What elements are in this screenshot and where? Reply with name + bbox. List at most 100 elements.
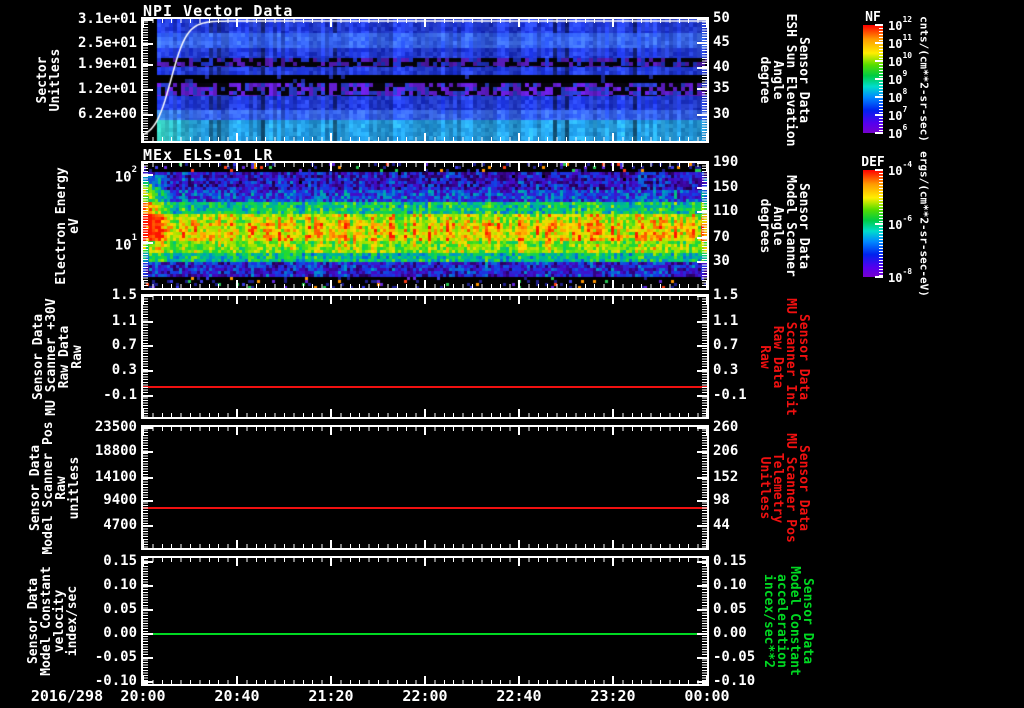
x-major-tick-top [612, 296, 614, 304]
y-axis-minor-ticks-left [143, 558, 148, 684]
colorbar-tick-label: 1010 [888, 51, 913, 69]
colorbar-units-nf: cnts/(cm**2-sr-sec) [917, 16, 931, 142]
x-major-tick-top [330, 427, 332, 435]
y-major-tick-left [143, 609, 153, 611]
mu-scanner-30v-right-tick-label: 0.3 [713, 362, 739, 378]
y-major-tick-right [697, 211, 707, 213]
x-major-tick-bottom [330, 133, 332, 141]
x-major-tick-bottom [518, 676, 520, 684]
els-right-axis-label-line: degrees [757, 198, 772, 254]
npi-title: NPI Vector Data [143, 2, 294, 20]
mu-scanner-30v-data-line [143, 386, 707, 388]
model-constant-left-axis-label: Sensor Data Model Constant velocity index/s… [26, 566, 80, 676]
y-major-tick-right [697, 609, 707, 611]
panel-els [141, 161, 709, 290]
y-major-tick-left [143, 633, 153, 635]
y-major-tick-left [143, 370, 153, 372]
x-major-tick-top [330, 19, 332, 27]
x-major-tick-bottom [612, 676, 614, 684]
model-scanner-pos-right-tick-label: 260 [713, 419, 739, 435]
model-constant-right-tick-label: -0.05 [713, 649, 756, 665]
model-constant-right-tick-label: 0.10 [713, 577, 747, 593]
els-right-tick-label: 70 [713, 229, 730, 245]
y-axis-minor-ticks-right [702, 296, 707, 417]
y-axis-minor-ticks-right [702, 558, 707, 684]
y-major-tick-left [143, 242, 153, 244]
y-major-tick-right [697, 525, 707, 527]
x-major-tick-top [236, 296, 238, 304]
model-scanner-pos-left-tick-label: 14100 [94, 469, 137, 485]
model-scanner-pos-left-tick-label: 18800 [94, 443, 137, 459]
y-major-tick-left [143, 477, 153, 479]
x-major-tick-top [424, 19, 426, 27]
x-major-tick-bottom [518, 409, 520, 417]
model-scanner-pos-right-tick-label: 152 [713, 469, 739, 485]
x-axis-tick-label: 22:40 [496, 687, 542, 705]
x-major-tick-top [236, 558, 238, 566]
mu-scanner-30v-left-tick-label: 0.3 [111, 362, 137, 378]
colorbar-major-tick [875, 78, 883, 80]
x-major-tick-bottom [142, 676, 144, 684]
x-major-tick-top [142, 163, 144, 171]
panel-mu-scanner-30v [141, 294, 709, 419]
colorbar-major-tick [875, 60, 883, 62]
x-major-tick-bottom [330, 409, 332, 417]
npi-right-tick-label: 30 [713, 106, 730, 122]
x-major-tick-bottom [424, 676, 426, 684]
npi-right-axis-label: Sensor Data ESH Sun Elevation Angle degree [757, 13, 811, 147]
x-axis-tick-label: 20:40 [214, 687, 260, 705]
x-major-tick-bottom [330, 540, 332, 548]
x-major-tick-bottom [236, 280, 238, 288]
els-spectrogram [143, 163, 707, 288]
npi-left-tick-label: 1.9e+01 [77, 56, 137, 72]
panel-model-constant [141, 556, 709, 686]
npi-left-tick-label: 3.1e+01 [77, 11, 137, 27]
npi-right-tick-label: 35 [713, 80, 730, 96]
model-scanner-pos-right-axis-label-line: MU Scanner Pos [783, 433, 798, 543]
x-axis-tick-label: 00:00 [684, 687, 730, 705]
y-major-tick-right [697, 162, 707, 164]
y-major-tick-right [697, 451, 707, 453]
x-major-tick-bottom [330, 676, 332, 684]
y-major-tick-left [143, 395, 153, 397]
x-major-tick-top [424, 558, 426, 566]
colorbar-tick-label: 108 [888, 87, 908, 105]
x-major-tick-bottom [706, 540, 708, 548]
colorbar-nf [863, 24, 883, 134]
x-axis-tick-label: 20:00 [120, 687, 166, 705]
y-major-tick-left [143, 585, 153, 587]
y-major-tick-right [697, 681, 707, 683]
y-major-tick-left [143, 427, 153, 429]
model-scanner-pos-right-axis-label: Sensor Data MU Scanner Pos Telemetry Unitle… [757, 433, 811, 543]
x-major-tick-bottom [142, 280, 144, 288]
x-axis-tick-label: 21:20 [308, 687, 354, 705]
model-constant-left-tick-label: 0.00 [103, 625, 137, 641]
els-right-tick-label: 30 [713, 253, 730, 269]
els-right-tick-label: 190 [713, 154, 739, 170]
y-major-tick-right [697, 42, 707, 44]
y-major-tick-right [697, 370, 707, 372]
els-left-axis-label-line: eV [67, 218, 82, 234]
mu-scanner-30v-right-axis-label: Sensor Data MU Scanner Init Raw Data Raw [757, 298, 811, 415]
model-scanner-pos-left-axis-label: Sensor Data Model Scanner Pos Raw unitless [28, 421, 82, 554]
x-major-tick-bottom [236, 133, 238, 141]
y-major-tick-right [697, 18, 707, 20]
model-scanner-pos-right-tick-label: 206 [713, 443, 739, 459]
model-scanner-pos-right-axis-label-line: Sensor Data [796, 444, 811, 532]
model-constant-right-tick-label: 0.00 [713, 625, 747, 641]
x-axis-tick-label: 22:00 [402, 687, 448, 705]
x-major-tick-bottom [236, 676, 238, 684]
x-major-tick-top [142, 296, 144, 304]
colorbar-tick-label: 10-8 [888, 267, 913, 285]
x-major-tick-bottom [142, 540, 144, 548]
colorbar-tick-label: 10-6 [888, 214, 913, 232]
npi-spectrogram [143, 19, 707, 141]
y-major-tick-right [697, 295, 707, 297]
npi-right-axis-label-line: ESH Sun Elevation [783, 13, 798, 147]
els-left-tick-label: 101 [114, 233, 137, 254]
x-major-tick-top [236, 19, 238, 27]
x-major-tick-top [330, 296, 332, 304]
x-major-tick-top [706, 427, 708, 435]
x-major-tick-top [612, 558, 614, 566]
els-right-tick-label: 150 [713, 179, 739, 195]
